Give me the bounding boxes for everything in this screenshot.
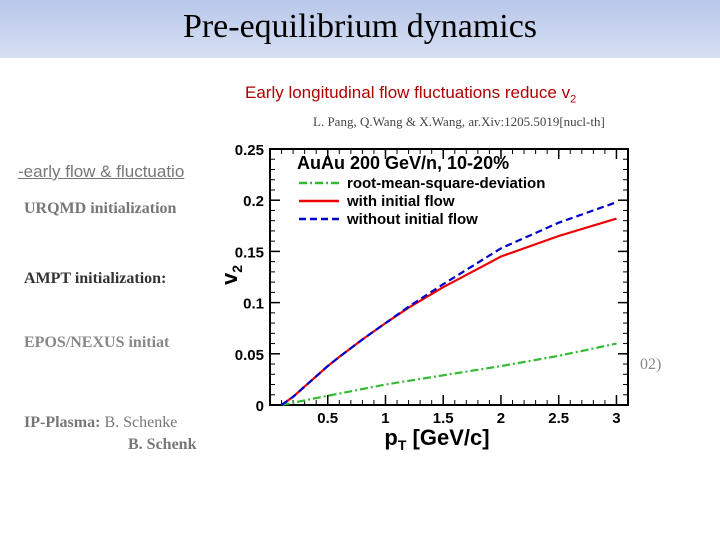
- legend-label-1: root-mean-square-deviation: [347, 175, 545, 192]
- chart-title: AuAu 200 GeV/n, 10-20%: [297, 153, 509, 173]
- v2-chart: 0 0.05 0.1 0.15 0.2 0.25 0.5 1 1.5 2 2.5 3 pT [GeV/c…: [207, 135, 640, 460]
- x-tick-label: 2: [497, 410, 505, 427]
- legend-label-2: with initial flow: [346, 193, 455, 210]
- chart-svg: 0 0.05 0.1 0.15 0.2 0.25 0.5 1 1.5 2 2.5 3 pT [GeV/c…: [217, 142, 629, 453]
- y-tick-label: 0.15: [235, 244, 264, 261]
- x-tick-label: 1.5: [433, 410, 454, 427]
- bg-text-ip-plasma: IP-Plasma: B. Schenke: [24, 414, 178, 431]
- bg-text-epos: EPOS/NEXUS initiat: [24, 334, 170, 351]
- plot-frame: [269, 148, 629, 406]
- series-line-1: [281, 342, 617, 407]
- y-tick-label: 0.05: [235, 347, 264, 364]
- x-tick-label: 2.5: [548, 410, 569, 427]
- slide-title: Pre-equilibrium dynamics: [182, 8, 538, 45]
- slide-header: Pre-equilibrium dynamics: [0, 0, 720, 58]
- subtitle-subscript: 2: [570, 93, 577, 106]
- legend-label-3: without initial flow: [346, 211, 478, 228]
- x-tick-label: 1: [381, 410, 389, 427]
- subtitle-text: Early longitudinal flow fluctuations red…: [245, 83, 571, 102]
- x-axis-label: pT [GeV/c]: [384, 425, 489, 453]
- y-tick-label: 0.2: [243, 193, 264, 210]
- y-axis-label: v2: [217, 265, 245, 285]
- bg-text-ref: 02): [640, 356, 662, 373]
- bg-text-urqmd: URQMD initialization: [24, 200, 177, 217]
- x-tick-label: 0.5: [317, 410, 338, 427]
- bg-text-schenke: B. Schenk: [128, 436, 197, 453]
- y-tick-label: 0: [256, 398, 264, 415]
- series-line-2: [280, 217, 617, 406]
- y-tick-label: 0.25: [235, 142, 264, 159]
- series-line-3: [280, 201, 617, 406]
- chart-subtitle: Early longitudinal flow fluctuations red…: [245, 83, 576, 105]
- citation: L. Pang, Q.Wang & X.Wang, ar.Xiv:1205.50…: [313, 114, 605, 129]
- bg-text-ampt: AMPT initialization:: [24, 270, 167, 287]
- x-tick-label: 3: [612, 410, 620, 427]
- y-tick-label: 0.1: [243, 296, 264, 313]
- bg-text-early-flow: -early flow & fluctuatio: [18, 162, 185, 181]
